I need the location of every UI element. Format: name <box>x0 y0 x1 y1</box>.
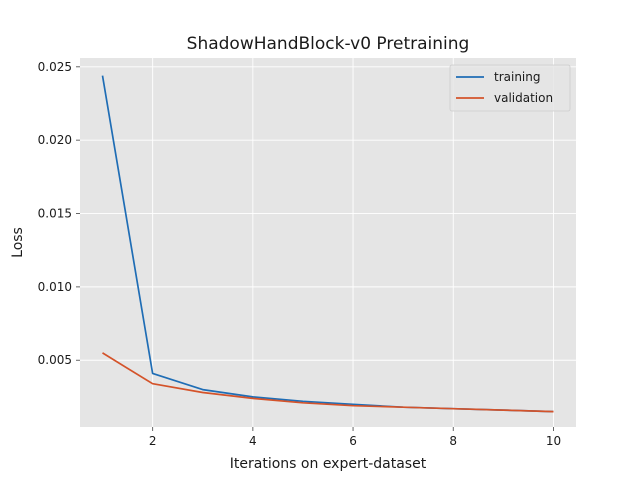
x-axis-ticks: 2 4 6 8 10 <box>149 427 561 448</box>
plot-background <box>80 58 576 427</box>
x-tick-label: 8 <box>449 434 457 448</box>
legend: training validation <box>449 64 571 112</box>
x-tick-label: 4 <box>249 434 257 448</box>
y-tick-label: 0.025 <box>38 60 72 74</box>
y-tick-label: 0.020 <box>38 133 72 147</box>
series-lines <box>101 75 554 413</box>
chart-title: ShadowHandBlock-v0 Pretraining <box>187 34 470 54</box>
legend-label-validation: validation <box>494 91 553 105</box>
x-tick-label: 2 <box>149 434 157 448</box>
series-line-validation <box>102 352 554 413</box>
y-tick-label: 0.015 <box>38 207 72 221</box>
y-tick-label: 0.010 <box>38 280 72 294</box>
x-tick-label: 6 <box>349 434 357 448</box>
x-axis-label: Iterations on expert-dataset <box>230 456 427 472</box>
y-tick-label: 0.005 <box>38 353 72 367</box>
y-axis-ticks: 0.005 0.010 0.015 0.020 0.025 <box>38 60 80 367</box>
x-tick-label: 10 <box>546 434 561 448</box>
legend-label-training: training <box>494 70 541 84</box>
y-axis-label: Loss <box>10 227 26 258</box>
